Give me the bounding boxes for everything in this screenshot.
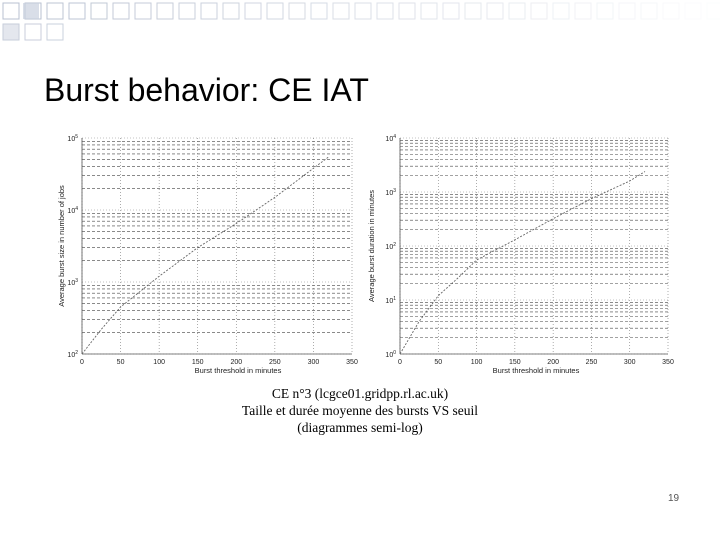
title-decoration xyxy=(2,2,720,41)
deco-square xyxy=(156,2,174,20)
deco-square xyxy=(530,2,548,20)
series-line xyxy=(399,171,646,355)
deco-square xyxy=(90,2,108,20)
y-tick-label: 105 xyxy=(67,134,78,143)
x-axis-label: Burst threshold in minutes xyxy=(493,366,580,375)
x-tick-label: 150 xyxy=(509,359,521,366)
y-axis-label: Average burst size in number of jobs xyxy=(57,185,66,307)
deco-square xyxy=(112,2,130,20)
x-tick-label: 350 xyxy=(346,359,358,366)
deco-square xyxy=(684,2,702,20)
deco-square xyxy=(508,2,526,20)
figure-caption: CE n°3 (lcgce01.gridpp.rl.ac.uk) Taille … xyxy=(160,385,560,436)
deco-square xyxy=(310,2,328,20)
x-axis-label: Burst threshold in minutes xyxy=(195,366,282,375)
deco-square xyxy=(486,2,504,20)
deco-square xyxy=(574,2,592,20)
series-line xyxy=(81,156,330,355)
y-tick-label: 104 xyxy=(67,206,78,215)
deco-square xyxy=(2,2,20,20)
deco-square xyxy=(354,2,372,20)
burst-duration-chart: 100 101 102 103 104 0 50 100 150 200 250 300 350 Burs… xyxy=(368,134,674,375)
deco-square xyxy=(706,2,720,20)
deco-square xyxy=(596,2,614,20)
deco-square xyxy=(222,2,240,20)
deco-square xyxy=(464,2,482,20)
deco-square xyxy=(420,2,438,20)
y-tick-label: 102 xyxy=(67,350,78,359)
y-tick-label: 100 xyxy=(385,350,396,359)
y-tick-label: 102 xyxy=(385,242,396,251)
deco-square xyxy=(640,2,658,20)
y-tick-label: 103 xyxy=(67,278,78,287)
caption-line: Taille et durée moyenne des bursts VS se… xyxy=(241,403,479,418)
x-tick-label: 0 xyxy=(80,359,84,366)
deco-square xyxy=(244,2,262,20)
slide-title: Burst behavior: CE IAT xyxy=(44,72,369,108)
deco-square xyxy=(24,23,42,41)
deco-square xyxy=(178,2,196,20)
deco-square xyxy=(134,2,152,20)
y-tick-label: 103 xyxy=(385,188,396,197)
y-axis-label: Average burst duration in minutes xyxy=(368,190,376,302)
x-tick-label: 300 xyxy=(308,359,320,366)
x-tick-label: 200 xyxy=(547,359,559,366)
x-tick-label: 150 xyxy=(192,359,204,366)
deco-square xyxy=(442,2,460,20)
deco-square xyxy=(3,24,19,40)
x-tick-label: 250 xyxy=(269,359,281,366)
caption-line: CE n°3 (lcgce01.gridpp.rl.ac.uk) xyxy=(271,386,449,401)
y-tick-label: 101 xyxy=(385,296,396,305)
deco-square xyxy=(398,2,416,20)
deco-square xyxy=(23,3,39,19)
deco-square xyxy=(68,2,86,20)
caption-line: (diagrammes semi-log) xyxy=(297,420,423,435)
deco-square xyxy=(266,2,284,20)
deco-square xyxy=(200,2,218,20)
x-tick-label: 300 xyxy=(624,359,636,366)
x-tick-label: 100 xyxy=(153,359,165,366)
x-tick-label: 0 xyxy=(398,359,402,366)
deco-square xyxy=(618,2,636,20)
x-tick-label: 100 xyxy=(471,359,483,366)
deco-square xyxy=(332,2,350,20)
x-tick-label: 350 xyxy=(662,359,674,366)
x-tick-label: 50 xyxy=(434,359,442,366)
deco-square xyxy=(662,2,680,20)
deco-square xyxy=(46,2,64,20)
x-tick-label: 250 xyxy=(586,359,598,366)
y-tick-label: 104 xyxy=(385,134,396,143)
deco-square xyxy=(552,2,570,20)
burst-size-chart: 102 103 104 105 0 50 100 150 200 250 300 350 Burst t… xyxy=(57,134,358,375)
deco-square xyxy=(46,23,64,41)
deco-square xyxy=(376,2,394,20)
deco-square xyxy=(288,2,306,20)
x-tick-label: 200 xyxy=(230,359,242,366)
page-number: 19 xyxy=(668,493,680,504)
x-tick-label: 50 xyxy=(117,359,125,366)
